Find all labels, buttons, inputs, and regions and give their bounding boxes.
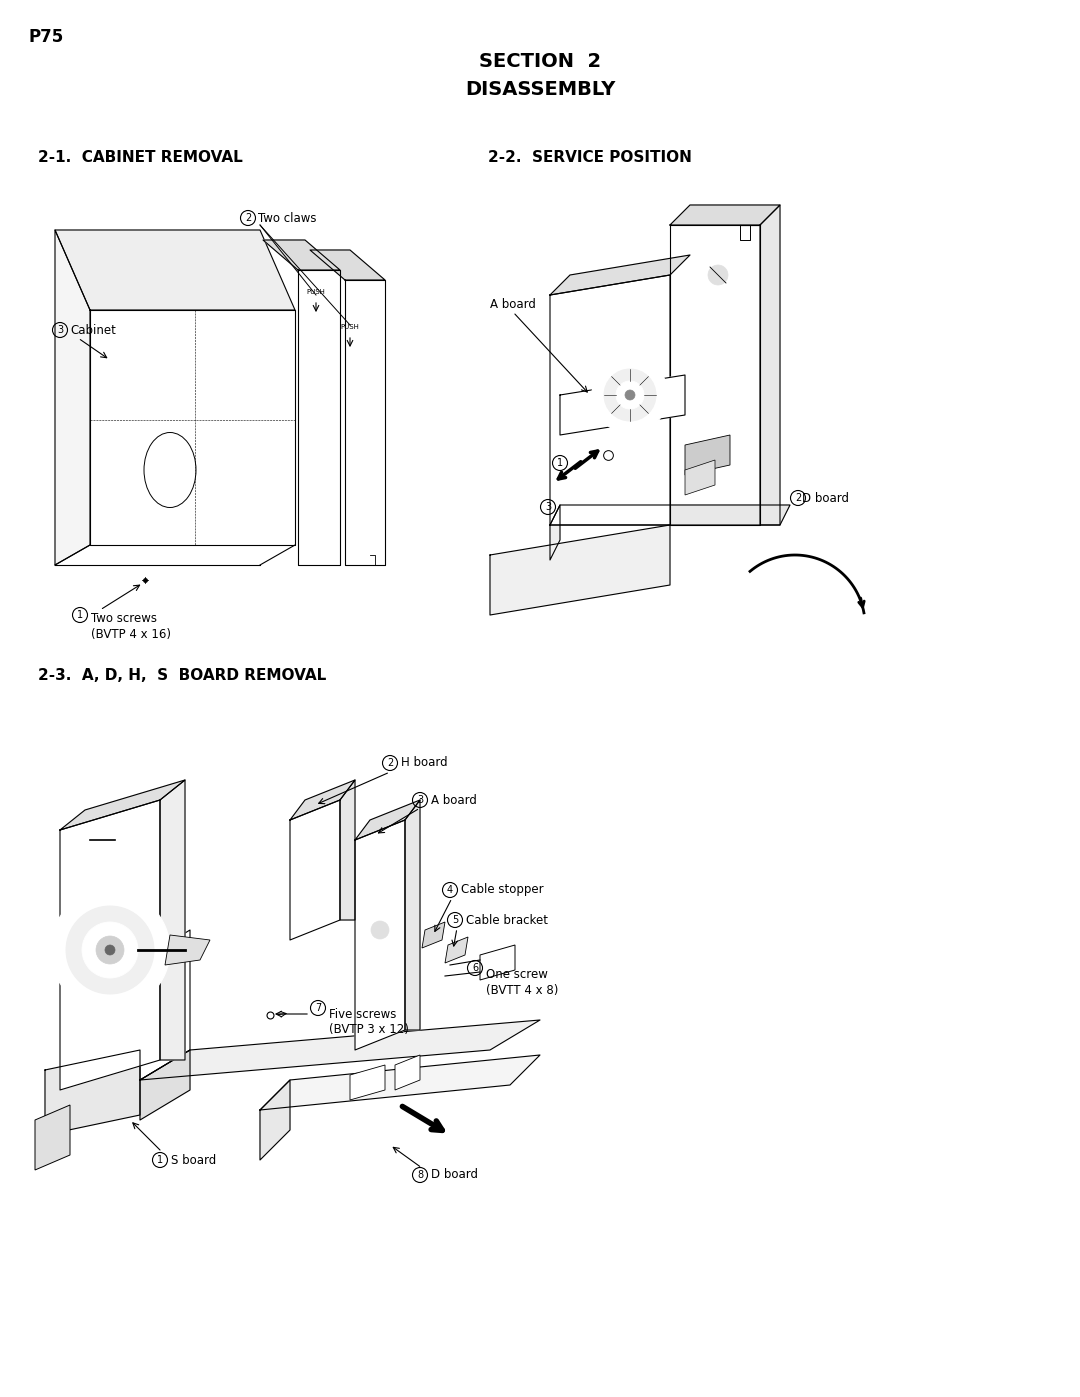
Text: 2-3.  A, D, H,  S  BOARD REMOVAL: 2-3. A, D, H, S BOARD REMOVAL xyxy=(38,668,326,683)
Text: 6: 6 xyxy=(472,963,478,972)
Polygon shape xyxy=(291,780,355,820)
Text: 2: 2 xyxy=(795,493,801,503)
Polygon shape xyxy=(45,1051,140,1134)
Text: DISASSEMBLY: DISASSEMBLY xyxy=(464,80,616,99)
Polygon shape xyxy=(550,275,670,525)
Polygon shape xyxy=(760,205,780,525)
Polygon shape xyxy=(55,231,90,564)
Circle shape xyxy=(708,265,728,285)
Text: 4: 4 xyxy=(447,886,454,895)
Polygon shape xyxy=(550,256,690,295)
Text: 8: 8 xyxy=(417,1171,423,1180)
Text: 2-2.  SERVICE POSITION: 2-2. SERVICE POSITION xyxy=(488,149,692,165)
Polygon shape xyxy=(395,1055,420,1090)
Text: S board: S board xyxy=(171,1154,216,1166)
Text: Cable bracket: Cable bracket xyxy=(465,914,548,926)
Text: 2: 2 xyxy=(387,759,393,768)
Text: 5: 5 xyxy=(451,915,458,925)
Circle shape xyxy=(592,358,669,433)
Text: D board: D board xyxy=(431,1168,478,1182)
Text: A board: A board xyxy=(431,793,477,806)
Circle shape xyxy=(105,944,114,956)
Text: PUSH: PUSH xyxy=(340,324,360,330)
Circle shape xyxy=(50,890,170,1010)
Polygon shape xyxy=(35,1105,70,1171)
Polygon shape xyxy=(422,922,445,949)
Text: Two claws: Two claws xyxy=(258,211,316,225)
Text: Cabinet: Cabinet xyxy=(70,324,116,337)
Text: A board: A board xyxy=(490,299,536,312)
Polygon shape xyxy=(550,504,561,560)
Text: (BVTT 4 x 8): (BVTT 4 x 8) xyxy=(486,983,558,997)
Polygon shape xyxy=(60,800,160,1090)
Text: 3: 3 xyxy=(57,326,63,335)
Text: 2: 2 xyxy=(245,212,252,224)
Text: 1: 1 xyxy=(77,610,83,620)
Polygon shape xyxy=(550,504,789,525)
Polygon shape xyxy=(140,930,190,1080)
Polygon shape xyxy=(140,1020,540,1080)
Polygon shape xyxy=(480,944,515,981)
Polygon shape xyxy=(490,525,670,615)
Polygon shape xyxy=(345,279,384,564)
Text: 1: 1 xyxy=(157,1155,163,1165)
Circle shape xyxy=(96,936,124,964)
Circle shape xyxy=(625,390,635,400)
Polygon shape xyxy=(355,800,420,840)
Polygon shape xyxy=(291,800,340,940)
Text: Two screws: Two screws xyxy=(91,612,157,624)
Polygon shape xyxy=(90,310,295,545)
Ellipse shape xyxy=(144,433,195,507)
Polygon shape xyxy=(685,434,730,475)
Text: Five screws: Five screws xyxy=(329,1009,396,1021)
Polygon shape xyxy=(445,937,468,963)
Polygon shape xyxy=(340,780,355,921)
Polygon shape xyxy=(355,820,405,1051)
Text: 2-1.  CABINET REMOVAL: 2-1. CABINET REMOVAL xyxy=(38,149,243,165)
Text: 3: 3 xyxy=(417,795,423,805)
Circle shape xyxy=(604,369,656,420)
Polygon shape xyxy=(405,800,420,1030)
Polygon shape xyxy=(160,780,185,1060)
Polygon shape xyxy=(350,1065,384,1099)
Text: D board: D board xyxy=(802,492,849,504)
Text: Cable stopper: Cable stopper xyxy=(461,883,543,897)
Text: SECTION  2: SECTION 2 xyxy=(478,52,602,71)
Polygon shape xyxy=(670,225,760,525)
Text: P75: P75 xyxy=(28,28,64,46)
Text: (BVTP 4 x 16): (BVTP 4 x 16) xyxy=(91,629,171,641)
Polygon shape xyxy=(264,240,340,270)
Circle shape xyxy=(700,257,735,293)
Circle shape xyxy=(372,921,389,939)
Circle shape xyxy=(616,381,644,409)
Polygon shape xyxy=(685,460,715,495)
Polygon shape xyxy=(165,935,210,965)
Text: H board: H board xyxy=(401,757,447,770)
Text: (BVTP 3 x 12): (BVTP 3 x 12) xyxy=(329,1023,409,1037)
Text: 1: 1 xyxy=(557,458,563,468)
Polygon shape xyxy=(140,1051,190,1120)
Polygon shape xyxy=(310,250,384,279)
Polygon shape xyxy=(60,780,185,830)
Text: 3: 3 xyxy=(545,502,551,511)
Polygon shape xyxy=(670,205,780,225)
Text: PUSH: PUSH xyxy=(307,289,325,295)
Polygon shape xyxy=(260,1055,540,1111)
Polygon shape xyxy=(55,231,295,310)
Text: One screw: One screw xyxy=(486,968,548,981)
Text: 7: 7 xyxy=(315,1003,321,1013)
Polygon shape xyxy=(298,270,340,564)
Circle shape xyxy=(82,922,138,978)
Circle shape xyxy=(66,907,154,995)
Polygon shape xyxy=(260,1080,291,1160)
Polygon shape xyxy=(561,374,685,434)
Circle shape xyxy=(80,830,100,849)
